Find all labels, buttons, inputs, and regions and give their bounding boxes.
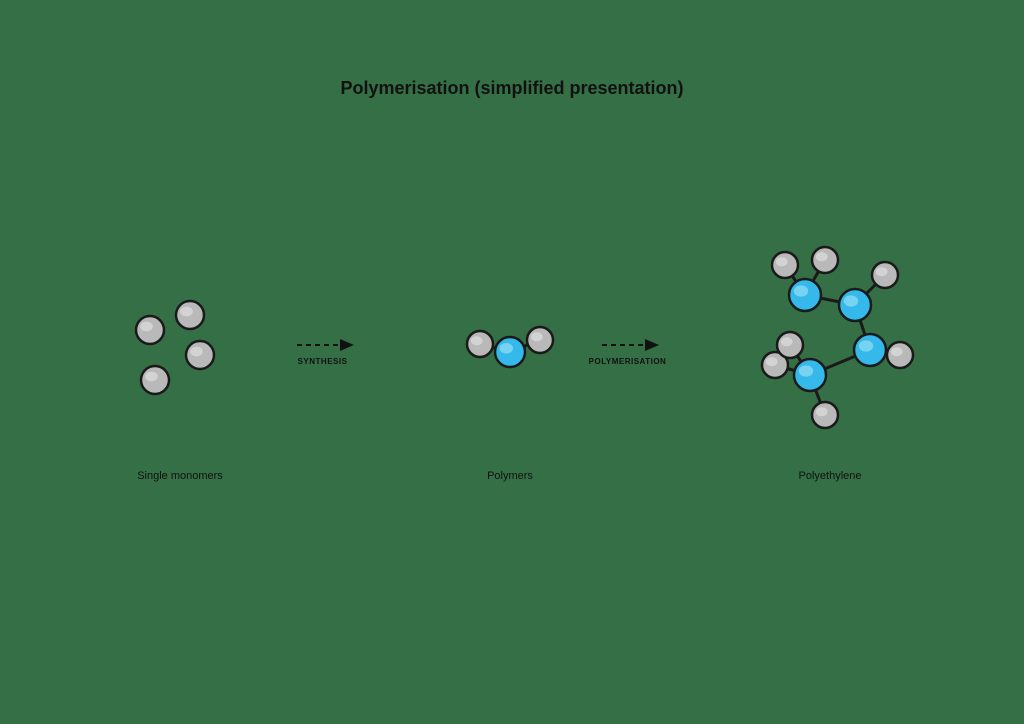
stage-label-polyethylene: Polyethylene <box>750 470 910 482</box>
stage-label-polymers: Polymers <box>430 470 590 482</box>
stage-label-monomers: Single monomers <box>100 470 260 482</box>
arrow-1 <box>600 335 670 355</box>
stage-polymers <box>510 352 511 353</box>
arrow-label-0: SYNTHESIS <box>263 357 383 366</box>
stage-polyethylene <box>830 350 831 351</box>
arrow-label-1: POLYMERISATION <box>568 357 688 366</box>
arrow-0 <box>295 335 365 355</box>
stage-monomers <box>180 360 181 361</box>
diagram-title: Polymerisation (simplified presentation) <box>0 78 1024 99</box>
